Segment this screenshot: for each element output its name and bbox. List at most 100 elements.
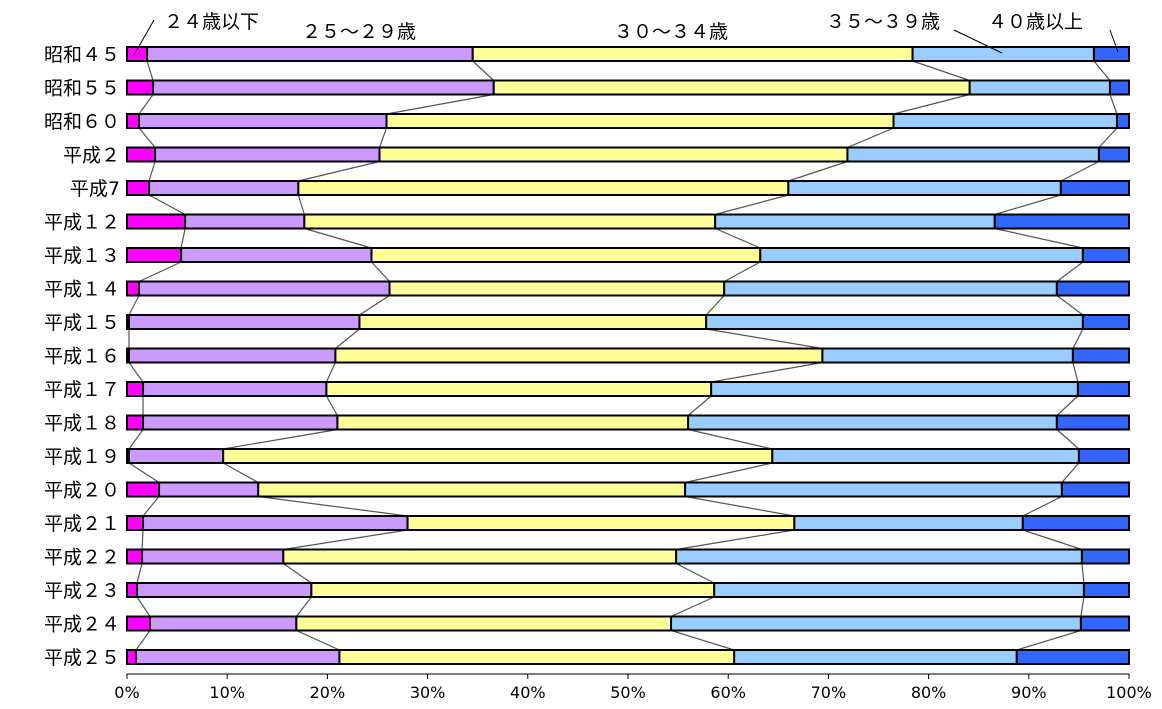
bar-segment [142,515,409,531]
legend-label-under24: ２４歳以下 [164,11,259,33]
connector-line [141,529,144,550]
category-label: 平成１６ [44,346,120,368]
connector-line [1022,495,1063,517]
connector-line [1056,295,1084,316]
connector-line [325,362,336,383]
x-tick-label: 20% [310,683,346,702]
connector-line [715,194,789,216]
connector-line [142,496,160,517]
bar-segment [222,448,774,464]
bar-segment [180,247,373,263]
category-label: 平成２ [63,145,120,167]
bar-segment [128,347,337,364]
bar-segment [303,213,717,230]
connector-line [282,563,312,584]
connector-line [723,261,761,283]
bars [126,46,1131,665]
bar-segment [1079,615,1131,632]
bar-segment [1071,347,1130,364]
bar-segment [1059,180,1131,196]
leader-line-35-39 [953,29,1003,54]
legend-label-30-34: ３０～３４歳 [614,21,728,43]
bar-segment [338,649,736,665]
connector-line [1056,261,1084,282]
category-label: 平成２４ [44,614,120,636]
bar-segment [126,414,145,431]
connector-line [847,127,894,149]
connector-line [138,127,156,148]
bar-segment [705,314,1084,330]
bar-segment [152,79,495,96]
connector-line [386,93,494,115]
connector-line [1056,395,1079,416]
category-label: 昭和４５ [44,44,120,66]
bar-segment [911,46,1095,62]
bar-segment [126,548,144,565]
legend-label-over40: ４０歳以上 [988,11,1083,33]
bar-segment [1080,548,1131,565]
connector-line [335,328,360,349]
x-tick-label: 40% [510,683,546,702]
series-labels: ２４歳以下 ２５～２９歳 ３０～３４歳 ３５～３９歳 ４０歳以上 [133,11,1119,56]
bar-segment [793,515,1024,531]
bar-segment [148,180,300,196]
x-tick-label: 60% [710,683,746,702]
legend-label-25-29: ２５～２９歳 [302,21,416,43]
bar-segment [336,414,690,431]
category-label: 平成１２ [44,212,120,234]
category-label: 平成２１ [44,513,120,535]
legend-label-35-39: ３５～３９歳 [826,11,940,33]
bar-segment [710,381,1079,397]
bar-segment [149,615,298,632]
category-label: 平成１４ [44,279,120,301]
connector-line [138,261,182,283]
bar-segment [1076,381,1130,397]
bar-segment [138,280,391,297]
connector-line [675,529,795,551]
bar-segment [733,649,1018,665]
category-label: 平成１３ [44,245,120,267]
bar-segment [126,146,157,163]
x-tick-label: 10% [209,683,245,702]
category-label: 平成２２ [44,547,120,569]
connector-line [994,194,1062,216]
connector-line [135,630,151,651]
connector-line [687,395,712,416]
category-label: 平成１８ [44,413,120,435]
bar-segment [370,247,762,263]
series-connector-lines [128,60,1118,651]
connector-line [297,194,305,215]
connector-line [128,295,140,316]
connector-line [148,194,186,216]
connector-line [685,495,795,517]
bar-segment [670,615,1082,632]
connector-line [128,362,144,383]
bar-segment [358,314,708,330]
bar-segment [158,481,260,498]
connector-line [912,60,970,82]
connector-line [295,596,312,617]
connector-line [472,60,495,81]
bar-segment [295,615,673,632]
x-tick-label: 100% [1106,683,1152,702]
bar-segment [675,548,1083,565]
connector-line [304,227,372,249]
connector-line [128,462,160,484]
connector-line [378,127,388,148]
connector-line [371,261,390,282]
connector-line [1098,127,1118,148]
bar-segment [126,615,152,632]
bar-segment [846,146,1100,163]
bar-segment [282,548,678,565]
category-label: 平成１５ [44,312,120,334]
connector-line [148,161,156,182]
connector-line [1060,160,1100,182]
bar-segment [1092,46,1131,62]
bar-segment [1081,314,1130,330]
connector-line [298,160,380,182]
x-tick-label: 90% [1011,683,1047,702]
connector-line [994,227,1084,249]
bar-segment [126,79,155,96]
connector-line [670,596,715,618]
